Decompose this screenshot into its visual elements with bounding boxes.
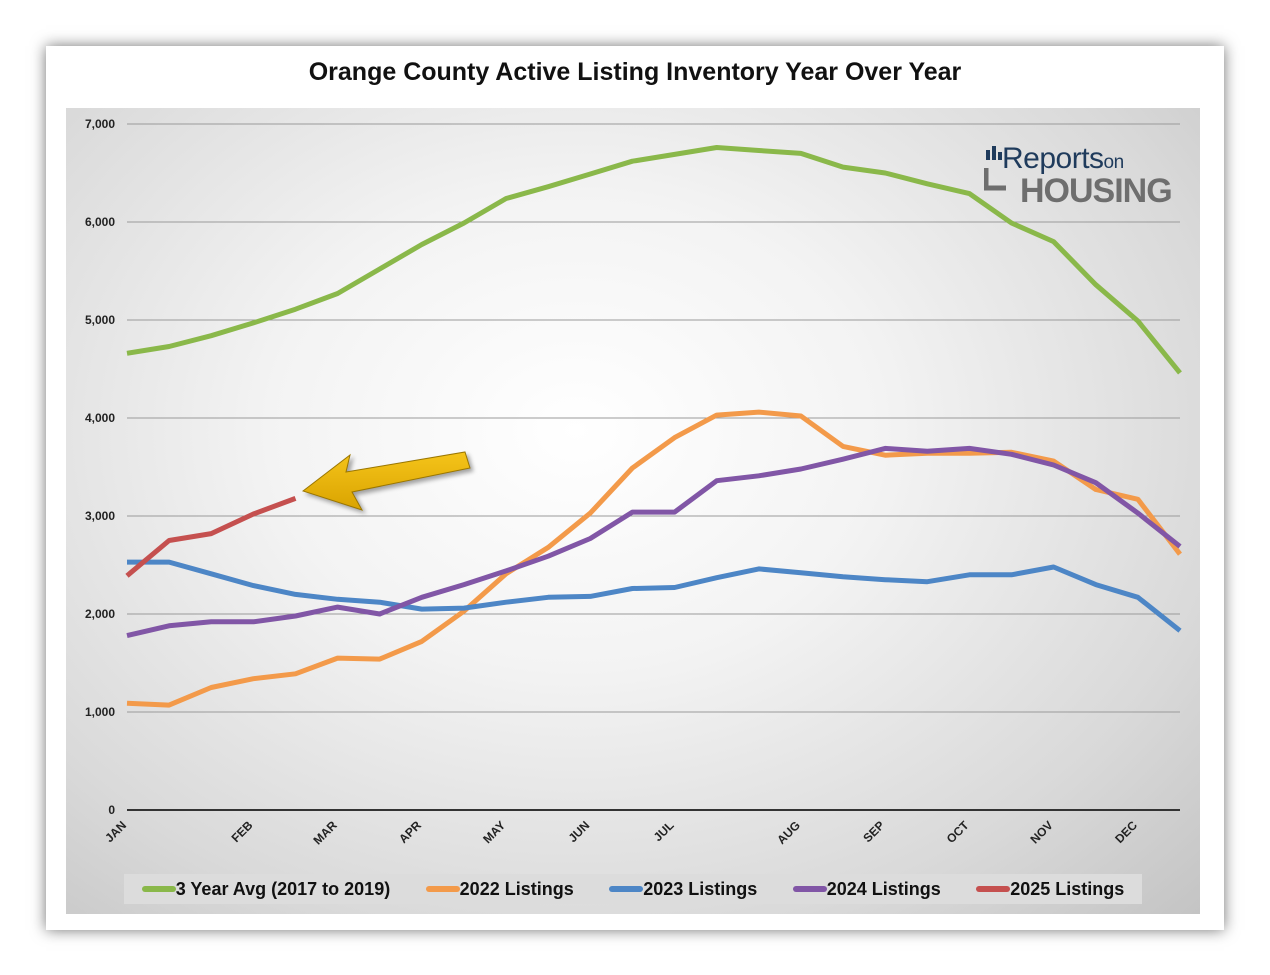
x-tick-label: APR <box>396 818 424 846</box>
y-tick-label: 3,000 <box>85 509 115 523</box>
x-tick-label: NOV <box>1027 818 1055 846</box>
legend-item: 2023 Listings <box>609 879 757 900</box>
logo-house-icon <box>984 146 1006 191</box>
x-tick-label: SEP <box>860 818 887 845</box>
series-line-2025-listings <box>125 496 297 578</box>
legend-label: 2022 Listings <box>459 878 574 899</box>
y-tick-label: 2,000 <box>85 607 115 621</box>
series-line-2023-listings <box>127 559 1182 633</box>
logo-on-text: on <box>1103 152 1125 173</box>
reports-on-housing-logo: Reportson HOUSING <box>984 140 1184 212</box>
chart-title: Orange County Active Listing Inventory Y… <box>308 58 962 86</box>
legend-item: 2024 Listings <box>792 878 941 900</box>
legend-item: 3 Year Avg (2017 to 2019) <box>141 878 391 900</box>
x-tick-label: DEC <box>1112 818 1140 846</box>
y-tick-label: 1,000 <box>85 705 115 719</box>
logo-reports-text: Reports <box>1002 142 1104 175</box>
y-tick-label: 4,000 <box>85 411 115 425</box>
series-line-2024-listings <box>126 445 1182 639</box>
annotation-arrow <box>301 451 471 511</box>
legend-swatch <box>425 886 460 892</box>
legend-label: 2025 Listings <box>1010 878 1125 899</box>
legend-label: 2024 Listings <box>826 878 941 899</box>
logo-housing-text: HOUSING <box>1020 172 1173 210</box>
series-line-3-year-avg-2017-to-2019- <box>126 145 1182 375</box>
x-tick-label: AUG <box>774 818 803 847</box>
legend-item: 2022 Listings <box>425 878 574 900</box>
legend-label: 2023 Listings <box>643 878 758 899</box>
x-tick-label: MAR <box>310 818 339 847</box>
legend-swatch <box>976 886 1011 892</box>
legend-label: 3 Year Avg (2017 to 2019) <box>175 878 391 899</box>
y-tick-label: 5,000 <box>85 313 115 327</box>
legend-swatch <box>609 886 644 892</box>
legend-item: 2025 Listings <box>976 879 1124 900</box>
series-lines <box>125 145 1182 708</box>
y-tick-label: 7,000 <box>85 117 115 131</box>
x-axis-ticks: JAN FEB MAR APR MAY JUN JUL AUG SEP OCT NOV DEC <box>102 818 1140 848</box>
legend-swatch <box>141 886 176 892</box>
x-tick-label: MAY <box>480 818 508 846</box>
x-tick-label: OCT <box>944 818 972 846</box>
legend: 3 Year Avg (2017 to 2019) 2022 Listings 20… <box>124 874 1142 904</box>
x-tick-label: JUN <box>566 818 593 845</box>
arrow-shape <box>301 451 471 511</box>
y-tick-label: 0 <box>108 803 115 817</box>
legend-swatch <box>792 886 827 892</box>
y-tick-label: 6,000 <box>85 215 115 229</box>
x-tick-label: JAN <box>102 818 129 845</box>
x-tick-label: FEB <box>229 818 256 845</box>
y-axis-ticks: 0 1,000 2,000 3,000 4,000 5,000 6,000 7,000 <box>85 117 115 817</box>
x-tick-label: JUL <box>651 818 677 844</box>
